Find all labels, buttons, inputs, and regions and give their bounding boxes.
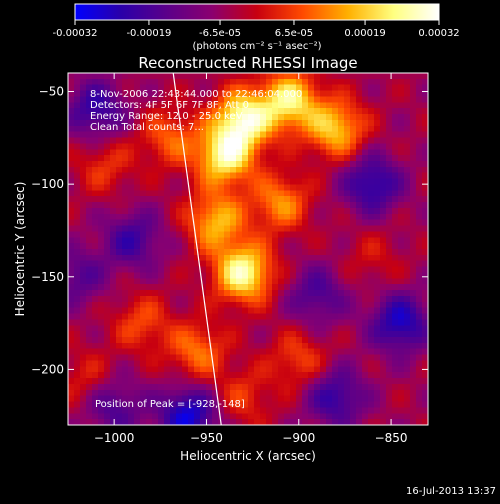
x-tick-label: −950	[190, 431, 223, 445]
x-axis-ticks: −1000 −950 −900 −850	[94, 73, 408, 445]
annotation-block: 8-Nov-2006 22:43:44.000 to 22:46:04.000 …	[90, 89, 302, 133]
heatmap-raster	[68, 73, 428, 425]
x-axis-label: Heliocentric X (arcsec)	[180, 449, 316, 463]
y-tick-label: −100	[31, 177, 64, 191]
annotation-time-range: 8-Nov-2006 22:43:44.000 to 22:46:04.000	[90, 89, 302, 100]
annotation-detectors: Detectors: 4F 5F 6F 7F 8F, Att 0	[90, 100, 249, 111]
y-tick-label: −150	[31, 270, 64, 284]
colorbar-units-label: (photons cm⁻² s⁻¹ asec⁻²)	[192, 41, 321, 52]
colorbar-tick-label: 0.00019	[344, 28, 385, 39]
footer-timestamp: 16-Jul-2013 13:37	[406, 486, 496, 497]
colorbar-tick-label: 6.5e-05	[275, 28, 313, 39]
x-tick-label: −1000	[94, 431, 135, 445]
colorbar-tick-label: -6.5e-05	[199, 28, 241, 39]
x-tick-label: −850	[375, 431, 408, 445]
colorbar-tick-label: -0.00019	[126, 28, 171, 39]
y-axis-ticks: −50 −100 −150 −200	[31, 85, 428, 376]
y-tick-label: −50	[39, 85, 64, 99]
y-tick-label: −200	[31, 362, 64, 376]
colorbar: -0.00032 -0.00019 -6.5e-05 6.5e-05 0.00019 0.…	[53, 3, 460, 52]
y-axis-label: Heliocentric Y (arcsec)	[13, 182, 27, 317]
peak-position-label: Position of Peak = [-928,-148]	[95, 399, 245, 410]
colorbar-tick-label: -0.00032	[53, 28, 98, 39]
colorbar-ticks: -0.00032 -0.00019 -6.5e-05 6.5e-05 0.00019 0.…	[53, 20, 460, 39]
plot-frame	[67, 72, 429, 426]
chart-title: Reconstructed RHESSI Image	[138, 54, 357, 72]
colorbar-tick-label: 0.00032	[418, 28, 459, 39]
annotation-energy-range: Energy Range: 12.0 - 25.0 keV	[90, 111, 243, 122]
heatmap-image	[68, 73, 428, 425]
solar-limb-line	[172, 73, 222, 425]
annotation-clean-counts: Clean Total counts: 7...	[90, 122, 204, 133]
colorbar-gradient	[74, 3, 440, 21]
x-tick-label: −900	[282, 431, 315, 445]
